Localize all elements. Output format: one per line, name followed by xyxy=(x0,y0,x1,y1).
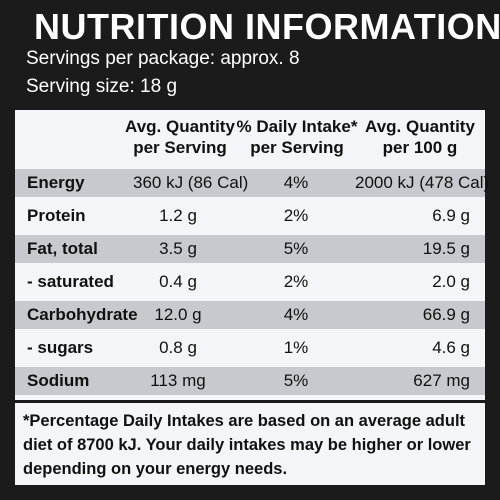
daily-intake-value: 5% xyxy=(283,371,309,390)
per-100g-value: 627 mg xyxy=(413,371,470,390)
table-row: - sugars 0.8 g 1% 4.6 g xyxy=(15,334,485,362)
daily-intake-value: 1% xyxy=(283,338,309,357)
nutrition-table: Avg. Quantity per Serving % Daily Intake… xyxy=(15,110,490,400)
column-header-per-100g: Avg. Quantity per 100 g xyxy=(365,116,475,158)
daily-intake-value: 4% xyxy=(283,173,309,192)
footnote-box: *Percentage Daily Intakes are based on a… xyxy=(15,403,485,485)
header: NUTRITION INFORMATION Servings per packa… xyxy=(0,0,500,110)
per-serving-value: 12.0 g xyxy=(154,305,202,324)
per-serving-value: 0.4 g xyxy=(159,272,197,291)
table-row: Fat, total 3.5 g 5% 19.5 g xyxy=(15,235,485,263)
serving-size: Serving size: 18 g xyxy=(26,76,178,97)
daily-intake-value: 5% xyxy=(283,239,309,258)
servings-per-package: Servings per package: approx. 8 xyxy=(26,48,300,69)
per-serving-value: 1.2 g xyxy=(159,206,197,225)
panel-title: NUTRITION INFORMATION xyxy=(34,6,500,47)
divider xyxy=(0,400,500,403)
table-row: - saturated 0.4 g 2% 2.0 g xyxy=(15,268,485,296)
column-header-text: Avg. Quantity xyxy=(125,117,235,136)
column-header-text: per Serving xyxy=(250,138,344,157)
per-100g-value: 6.9 g xyxy=(432,206,470,225)
per-100g-value: 2000 kJ (478 Cal) xyxy=(355,173,490,192)
per-serving-value: 3.5 g xyxy=(159,239,197,258)
per-100g-value: 4.6 g xyxy=(432,338,470,357)
footnote: *Percentage Daily Intakes are based on a… xyxy=(23,412,471,478)
column-header-text: % Daily Intake* xyxy=(236,117,358,136)
row-label: - sugars xyxy=(27,338,94,357)
row-label: Fat, total xyxy=(27,239,98,258)
table-row: Sodium 113 mg 5% 627 mg xyxy=(15,367,485,395)
table-row: Protein 1.2 g 2% 6.9 g xyxy=(15,202,485,230)
per-100g-value: 19.5 g xyxy=(422,239,470,258)
per-serving-value: 360 kJ (86 Cal) xyxy=(133,173,249,192)
daily-intake-value: 2% xyxy=(283,272,309,291)
per-serving-value: 0.8 g xyxy=(159,338,197,357)
per-100g-value: 2.0 g xyxy=(432,272,470,291)
column-header-per-serving: Avg. Quantity per Serving xyxy=(125,116,235,158)
row-label: Protein xyxy=(27,206,86,225)
per-serving-value: 113 mg xyxy=(150,371,206,390)
row-label: Sodium xyxy=(27,371,90,390)
row-label: - saturated xyxy=(27,272,114,291)
row-label: Carbohydrate xyxy=(27,305,138,324)
column-header-text: per 100 g xyxy=(382,138,458,157)
daily-intake-value: 4% xyxy=(283,305,309,324)
per-100g-value: 66.9 g xyxy=(422,305,470,324)
table-row: Energy 360 kJ (86 Cal) 4% 2000 kJ (478 C… xyxy=(15,169,490,197)
column-header-text: Avg. Quantity xyxy=(365,117,475,136)
column-header-daily-intake: % Daily Intake* per Serving xyxy=(233,116,361,158)
table-row: Carbohydrate 12.0 g 4% 66.9 g xyxy=(15,301,485,329)
row-label: Energy xyxy=(27,173,85,192)
daily-intake-value: 2% xyxy=(283,206,309,225)
column-header-text: per Serving xyxy=(133,138,227,157)
